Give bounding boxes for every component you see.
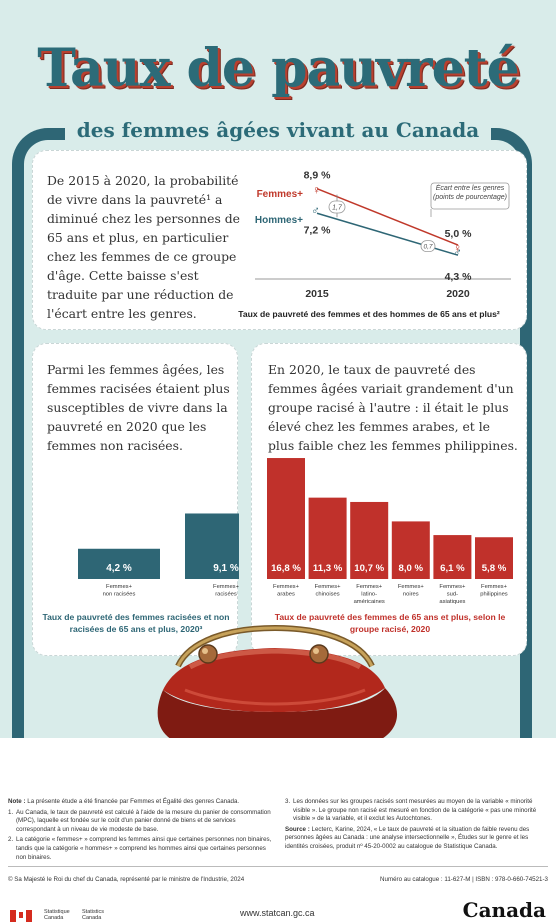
page-subtitle: des femmes âgées vivant au Canada — [0, 118, 556, 142]
category-label: philippines — [480, 592, 507, 598]
legend-femmes: Femmes+ — [257, 189, 304, 200]
gap-value-2015: 1,7 — [328, 200, 346, 214]
bar-value-label: 8,0 % — [399, 563, 424, 574]
note-2: La catégorie « femmes+ » comprend les fe… — [16, 836, 272, 861]
canada-wordmark: Canada — [462, 898, 546, 922]
male-symbol-icon: ♂ — [453, 245, 462, 260]
groups-bar-chart: 16,8 % Femmes+ arabes 11,3 % Femmes+ chinoise… — [267, 458, 513, 605]
bar-value-label: 4,2 % — [106, 563, 132, 574]
bar-value-label: 9,1 % — [213, 563, 239, 574]
category-label: Femmes+ — [439, 584, 466, 590]
svg-text:0,7: 0,7 — [423, 243, 432, 250]
agency-name-fr: Statistique Canada — [44, 909, 70, 921]
racialized-bar-chart: 4,2 % Femmes+ non racisées 9,1 % Femmes+ raci… — [78, 513, 239, 598]
bar — [267, 458, 305, 579]
gap-legend-box — [430, 182, 510, 217]
series-line-hommes — [316, 212, 459, 256]
female-symbol-icon: ♀ — [453, 241, 462, 256]
category-label: racisées — [215, 592, 237, 598]
chart3-title: Taux de pauvreté des femmes de 65 ans et… — [274, 612, 506, 634]
note-funding: La présente étude a été financée par Fem… — [27, 798, 240, 805]
category-label: chinoises — [316, 592, 340, 598]
note-1: Au Canada, le taux de pauvreté est calcu… — [16, 808, 271, 833]
category-label: Femmes+ — [106, 584, 133, 590]
chart1-title: Taux de pauvreté des femmes et des homme… — [238, 309, 500, 319]
gender-line-chart: 1,7 0,7 Femmes+ Hommes+ 8,9 % 7,2 % 5,0 … — [238, 170, 511, 319]
bar — [78, 548, 160, 579]
svg-text:1,7: 1,7 — [332, 204, 343, 211]
bar — [308, 497, 347, 579]
panel-gender-trend: De 2015 à 2020, la probabilité de vivre … — [32, 150, 527, 330]
bar — [391, 521, 430, 579]
page-title: Taux de pauvreté — [37, 38, 520, 99]
category-label: Femmes+ — [213, 584, 239, 590]
gap-legend: Écart entre les genres (points de pource… — [433, 185, 507, 201]
male-symbol-icon: ♂ — [311, 203, 320, 218]
category-label: Femmes+ — [398, 584, 425, 590]
chart2-title: Taux de pauvreté des femmes racisées et … — [42, 612, 230, 634]
website-link[interactable]: www.statcan.gc.ca — [240, 908, 315, 918]
bar-value-label: 10,7 % — [354, 563, 384, 574]
bar-value-label: 6,1 % — [440, 563, 465, 574]
panel2-text: Parmi les femmes âgées, les femmes racis… — [47, 362, 230, 453]
series-line-femmes — [316, 187, 459, 246]
bar-value-label: 11,3 % — [313, 563, 343, 574]
canada-flag-icon — [10, 910, 32, 922]
category-label: latino- — [361, 592, 377, 598]
panel-racialized-groups: En 2020, le taux de pauvreté des femmes … — [251, 343, 527, 656]
data-label-femmes-2020: 5,0 % — [445, 228, 473, 240]
x-tick-2015: 2015 — [305, 288, 329, 300]
notes-section — [0, 738, 556, 922]
bar — [185, 513, 239, 579]
source-label: Source : — [285, 825, 310, 833]
panel3-text: En 2020, le taux de pauvreté des femmes … — [268, 362, 518, 453]
notes-right: 3. Les données sur les groupes racisés so… — [285, 798, 545, 852]
category-label: Femmes+ — [356, 584, 383, 590]
legend-hommes: Hommes+ — [255, 215, 303, 226]
category-label: noires — [403, 592, 419, 598]
source-text: Lecterc, Karine, 2024, « Le taux de pauv… — [285, 825, 530, 850]
female-symbol-icon: ♀ — [312, 182, 321, 197]
category-label: arabes — [277, 592, 295, 598]
category-label: sud- — [447, 592, 458, 598]
data-label-hommes-2020: 4,3 % — [445, 271, 473, 283]
data-label-femmes-2015: 8,9 % — [304, 170, 332, 182]
catalogue-number: Numéro au catalogue : 11-627-M | ISBN : … — [380, 876, 548, 883]
gap-value-2020: 0,7 — [420, 240, 436, 253]
category-label: Femmes+ — [273, 584, 300, 590]
category-label: américaines — [354, 599, 385, 605]
category-label: Femmes+ — [315, 584, 342, 590]
copyright: © Sa Majesté le Roi du chef du Canada, r… — [8, 876, 245, 883]
x-tick-2020: 2020 — [446, 288, 470, 300]
bar — [475, 537, 513, 579]
bar-value-label: 5,8 % — [482, 563, 507, 574]
notes-left: Note : La présente étude a été financée … — [8, 798, 272, 861]
data-label-hommes-2015: 7,2 % — [304, 224, 332, 236]
panel1-text: De 2015 à 2020, la probabilité de vivre … — [47, 173, 241, 321]
bar — [433, 535, 472, 579]
note-3: Les données sur les groupes racisés sont… — [293, 798, 537, 823]
page-subtitle-text: des femmes âgées vivant au Canada — [64, 118, 492, 142]
category-label: non racisées — [103, 592, 136, 598]
agency-name-en: Statistics Canada — [82, 909, 105, 921]
category-label: Femmes+ — [481, 584, 508, 590]
category-label: asiatiques — [439, 599, 465, 605]
panel-racialized-comparison: Parmi les femmes âgées, les femmes racis… — [32, 343, 239, 656]
footer-divider — [8, 866, 548, 867]
bar-value-label: 16,8 % — [271, 563, 301, 574]
bar — [350, 501, 389, 579]
